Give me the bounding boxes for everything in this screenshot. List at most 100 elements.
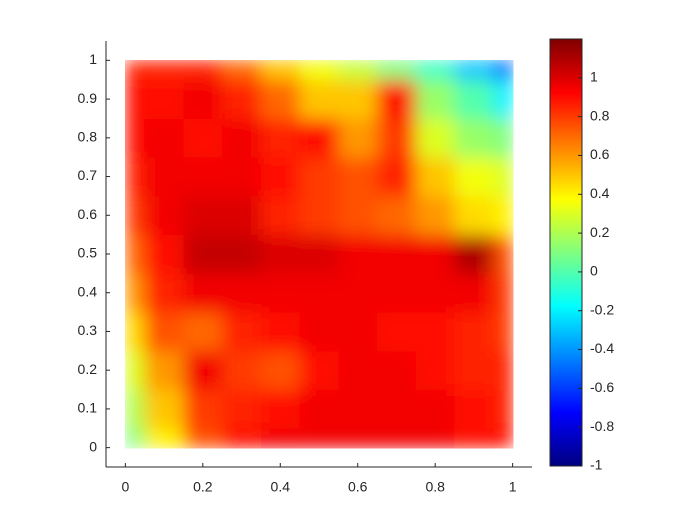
heat-cell <box>493 234 514 274</box>
heat-cell <box>125 389 146 429</box>
heat-cell <box>144 195 184 236</box>
y-tick-label: 0.9 <box>78 90 98 106</box>
y-tick-label: 0.5 <box>78 245 98 261</box>
heat-cell <box>415 273 456 313</box>
heat-cell <box>299 273 339 313</box>
colorbar <box>549 38 583 467</box>
heat-cell <box>183 157 223 197</box>
heat-cell <box>338 118 378 158</box>
heat-cell <box>338 350 378 391</box>
heat-cell <box>260 79 301 119</box>
heat-cell <box>183 195 223 236</box>
heat-cell <box>338 234 378 274</box>
heat-cell <box>299 428 339 449</box>
heat-cell <box>454 273 494 313</box>
heat-cell <box>493 428 514 449</box>
heat-cell <box>377 389 417 429</box>
y-tick-label: 0.1 <box>78 400 98 416</box>
heat-cell <box>144 79 184 119</box>
heat-cell <box>260 157 301 197</box>
heat-cell <box>183 428 223 449</box>
heat-cell <box>144 273 184 313</box>
heat-cell <box>338 79 378 119</box>
heat-cell <box>299 118 339 158</box>
heat-cell <box>493 157 514 197</box>
heat-cell <box>338 60 378 81</box>
heat-cell <box>183 79 223 119</box>
colorbar-tick-label: 0.6 <box>590 146 610 162</box>
heat-cell <box>222 195 262 236</box>
heat-cell <box>222 60 262 81</box>
heat-cell <box>377 234 417 274</box>
heat-cell <box>338 428 378 449</box>
heat-cell <box>299 234 339 274</box>
heat-cell <box>377 195 417 236</box>
heat-cell <box>454 79 494 119</box>
heat-cell <box>338 389 378 429</box>
heat-cell <box>493 118 514 158</box>
heat-cell <box>144 389 184 429</box>
heat-cell <box>222 234 262 274</box>
colorbar-tick-label: 0.2 <box>590 224 610 240</box>
y-tick-label: 0.2 <box>78 361 98 377</box>
heat-cell <box>299 389 339 429</box>
heat-cell <box>144 350 184 391</box>
heat-cell <box>144 118 184 158</box>
heat-cell <box>454 195 494 236</box>
heat-cell <box>493 60 514 81</box>
heat-cell <box>299 79 339 119</box>
heat-cell <box>415 195 456 236</box>
heat-cell <box>454 118 494 158</box>
heat-cell <box>260 60 301 81</box>
heat-cell <box>338 157 378 197</box>
y-tick-label: 0.6 <box>78 206 98 222</box>
heat-cell <box>454 428 494 449</box>
x-tick-label: 0.2 <box>193 479 213 495</box>
heat-cell <box>125 428 146 449</box>
heat-cell <box>415 234 456 274</box>
heat-cell <box>260 273 301 313</box>
heat-cell <box>454 60 494 81</box>
heat-cell <box>260 389 301 429</box>
heat-cell <box>183 118 223 158</box>
heat-cell <box>125 234 146 274</box>
heat-cell <box>377 312 417 352</box>
x-tick-label: 1 <box>509 479 517 495</box>
colorbar-tick-label: 0.8 <box>590 107 610 123</box>
heat-cell <box>493 350 514 391</box>
heat-cell <box>377 273 417 313</box>
heat-cell <box>260 118 301 158</box>
heat-cell <box>222 79 262 119</box>
heat-cell <box>260 195 301 236</box>
heat-cell <box>377 350 417 391</box>
heat-cell <box>377 157 417 197</box>
y-tick-label: 1 <box>89 51 97 67</box>
heat-cell <box>222 273 262 313</box>
heatmap-field <box>125 60 514 449</box>
heat-cell <box>493 273 514 313</box>
heat-cell <box>144 60 184 81</box>
heat-cell <box>183 389 223 429</box>
heat-cell <box>125 157 146 197</box>
heat-cell <box>454 312 494 352</box>
heat-cell <box>222 389 262 429</box>
colorbar-tick-label: -0.4 <box>590 340 614 356</box>
heat-cell <box>377 428 417 449</box>
heat-cell <box>377 118 417 158</box>
colorbar-tick-label: 0.4 <box>590 185 610 201</box>
heat-cell <box>260 350 301 391</box>
colorbar-tick-label: -1 <box>590 457 603 473</box>
heat-cell <box>338 312 378 352</box>
heat-cell <box>415 312 456 352</box>
heat-cell <box>338 273 378 313</box>
heat-cell <box>222 118 262 158</box>
heat-cell <box>183 312 223 352</box>
heat-cell <box>260 312 301 352</box>
heat-cell <box>144 157 184 197</box>
heat-cell <box>144 428 184 449</box>
heat-cell <box>125 195 146 236</box>
colorbar-tick-label: 1 <box>590 69 598 85</box>
heat-cell <box>125 350 146 391</box>
heat-cell <box>125 60 146 81</box>
